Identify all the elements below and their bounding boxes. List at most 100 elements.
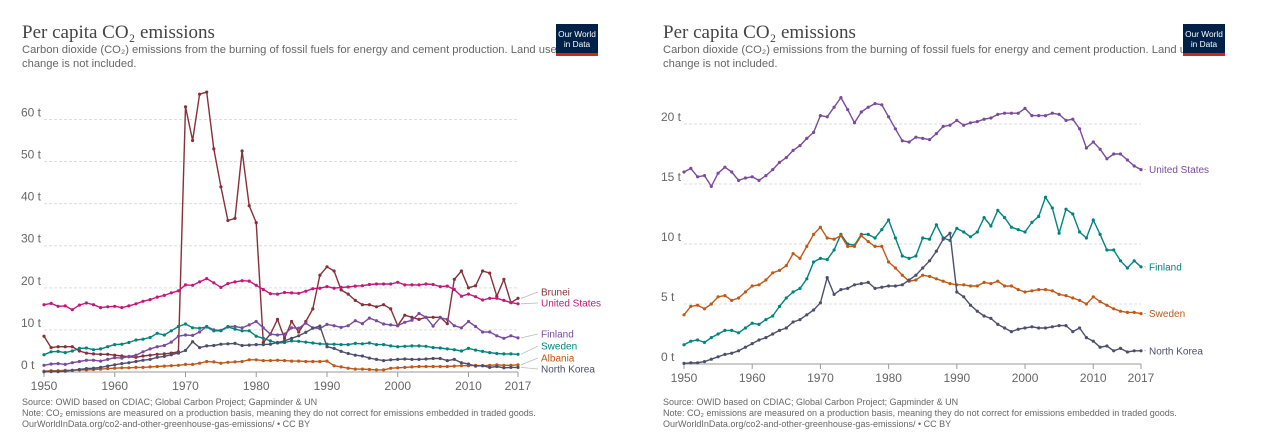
data-point[interactable] <box>696 361 700 365</box>
series-line[interactable] <box>43 91 519 358</box>
data-point[interactable] <box>389 307 393 311</box>
data-point[interactable] <box>737 331 741 335</box>
data-point[interactable] <box>474 295 478 299</box>
data-point[interactable] <box>1030 325 1034 329</box>
data-point[interactable] <box>382 359 386 363</box>
data-point[interactable] <box>516 365 520 369</box>
data-point[interactable] <box>247 329 251 333</box>
data-point[interactable] <box>1098 345 1102 349</box>
data-point[interactable] <box>56 370 60 374</box>
data-point[interactable] <box>247 343 251 347</box>
data-point[interactable] <box>1009 111 1013 115</box>
data-point[interactable] <box>389 358 393 362</box>
data-point[interactable] <box>176 351 180 355</box>
data-point[interactable] <box>346 351 350 356</box>
data-point[interactable] <box>268 332 272 336</box>
data-point[interactable] <box>70 361 74 365</box>
data-point[interactable] <box>466 319 471 324</box>
data-point[interactable] <box>410 283 414 287</box>
data-point[interactable] <box>488 271 492 275</box>
data-point[interactable] <box>106 345 110 349</box>
data-point[interactable] <box>798 144 802 148</box>
data-point[interactable] <box>509 365 513 369</box>
data-point[interactable] <box>410 344 414 348</box>
data-point[interactable] <box>1016 228 1020 232</box>
data-point[interactable] <box>148 353 152 357</box>
data-point[interactable] <box>304 359 308 364</box>
data-point[interactable] <box>42 363 46 367</box>
data-point[interactable] <box>948 282 952 286</box>
data-point[interactable] <box>1037 114 1041 118</box>
data-point[interactable] <box>1043 195 1048 199</box>
data-point[interactable] <box>219 342 223 346</box>
data-point[interactable] <box>495 334 499 338</box>
data-point[interactable] <box>452 287 456 292</box>
data-point[interactable] <box>70 349 74 353</box>
data-point[interactable] <box>113 366 117 370</box>
data-point[interactable] <box>91 352 96 356</box>
data-point[interactable] <box>148 298 152 302</box>
data-point[interactable] <box>771 271 775 275</box>
data-point[interactable] <box>49 370 53 374</box>
data-point[interactable] <box>99 359 103 363</box>
data-point[interactable] <box>318 359 322 364</box>
data-point[interactable] <box>852 283 857 287</box>
data-point[interactable] <box>516 336 520 340</box>
data-point[interactable] <box>360 284 364 288</box>
data-point[interactable] <box>1105 303 1109 307</box>
data-point[interactable] <box>106 364 110 368</box>
data-point[interactable] <box>866 280 870 284</box>
data-point[interactable] <box>49 346 53 350</box>
data-point[interactable] <box>360 367 364 371</box>
data-point[interactable] <box>42 303 46 307</box>
data-point[interactable] <box>709 357 713 361</box>
data-point[interactable] <box>155 345 159 349</box>
data-point[interactable] <box>205 325 209 329</box>
data-point[interactable] <box>771 332 775 336</box>
data-point[interactable] <box>914 254 918 258</box>
data-point[interactable] <box>438 356 442 361</box>
data-point[interactable] <box>914 273 918 277</box>
data-point[interactable] <box>339 285 343 289</box>
data-point[interactable] <box>155 352 159 356</box>
data-point[interactable] <box>777 160 782 164</box>
data-point[interactable] <box>297 330 301 334</box>
data-point[interactable] <box>198 346 202 350</box>
data-point[interactable] <box>339 365 343 369</box>
data-point[interactable] <box>282 359 287 363</box>
data-point[interactable] <box>962 295 966 299</box>
data-point[interactable] <box>1009 284 1013 288</box>
data-point[interactable] <box>332 286 336 290</box>
data-point[interactable] <box>825 258 829 262</box>
data-point[interactable] <box>466 346 471 350</box>
data-point[interactable] <box>99 306 103 310</box>
data-point[interactable] <box>702 340 707 344</box>
data-point[interactable] <box>155 355 159 359</box>
data-point[interactable] <box>452 324 456 328</box>
data-point[interactable] <box>764 318 768 322</box>
data-point[interactable] <box>304 340 308 344</box>
data-point[interactable] <box>233 324 237 329</box>
data-point[interactable] <box>198 361 202 365</box>
footer-url[interactable]: OurWorldInData.org/co2-and-other-greenho… <box>663 419 952 430</box>
data-point[interactable] <box>1071 296 1075 300</box>
data-point[interactable] <box>339 288 343 292</box>
data-point[interactable] <box>784 296 788 300</box>
data-point[interactable] <box>682 170 686 174</box>
data-point[interactable] <box>438 285 442 289</box>
data-point[interactable] <box>481 330 485 334</box>
data-point[interactable] <box>989 282 993 286</box>
data-point[interactable] <box>852 121 857 125</box>
data-point[interactable] <box>438 364 442 369</box>
data-point[interactable] <box>982 216 986 220</box>
series-united-states[interactable]: United States <box>42 277 601 312</box>
data-point[interactable] <box>346 324 350 328</box>
data-point[interactable] <box>1050 111 1054 115</box>
data-point[interactable] <box>1084 236 1088 240</box>
data-point[interactable] <box>880 244 884 248</box>
data-point[interactable] <box>325 322 329 326</box>
data-point[interactable] <box>396 345 400 349</box>
data-point[interactable] <box>113 356 117 360</box>
data-point[interactable] <box>304 321 308 325</box>
data-point[interactable] <box>481 269 485 273</box>
